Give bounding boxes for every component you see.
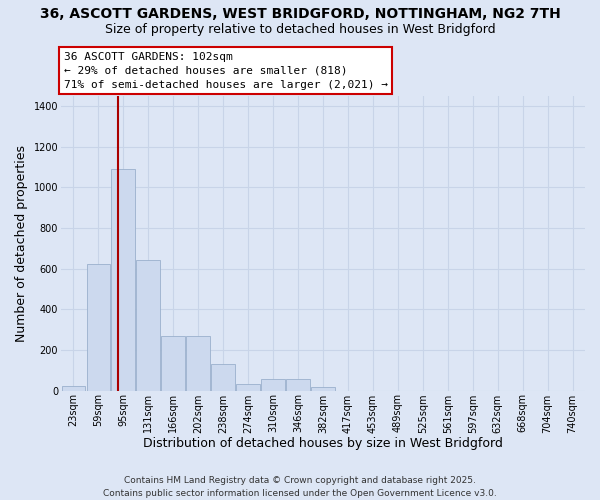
- Bar: [261, 380, 285, 390]
- Bar: [236, 384, 260, 390]
- Bar: [286, 380, 310, 390]
- Text: Size of property relative to detached houses in West Bridgford: Size of property relative to detached ho…: [104, 22, 496, 36]
- X-axis label: Distribution of detached houses by size in West Bridgford: Distribution of detached houses by size …: [143, 437, 503, 450]
- Y-axis label: Number of detached properties: Number of detached properties: [15, 144, 28, 342]
- Text: 36 ASCOTT GARDENS: 102sqm
← 29% of detached houses are smaller (818)
71% of semi: 36 ASCOTT GARDENS: 102sqm ← 29% of detac…: [64, 52, 388, 90]
- Text: 36, ASCOTT GARDENS, WEST BRIDGFORD, NOTTINGHAM, NG2 7TH: 36, ASCOTT GARDENS, WEST BRIDGFORD, NOTT…: [40, 8, 560, 22]
- Text: Contains HM Land Registry data © Crown copyright and database right 2025.
Contai: Contains HM Land Registry data © Crown c…: [103, 476, 497, 498]
- Bar: [112, 169, 135, 390]
- Bar: [311, 387, 335, 390]
- Bar: [136, 260, 160, 390]
- Bar: [187, 336, 210, 390]
- Bar: [211, 364, 235, 390]
- Bar: [62, 386, 85, 390]
- Bar: [86, 264, 110, 390]
- Bar: [161, 336, 185, 390]
